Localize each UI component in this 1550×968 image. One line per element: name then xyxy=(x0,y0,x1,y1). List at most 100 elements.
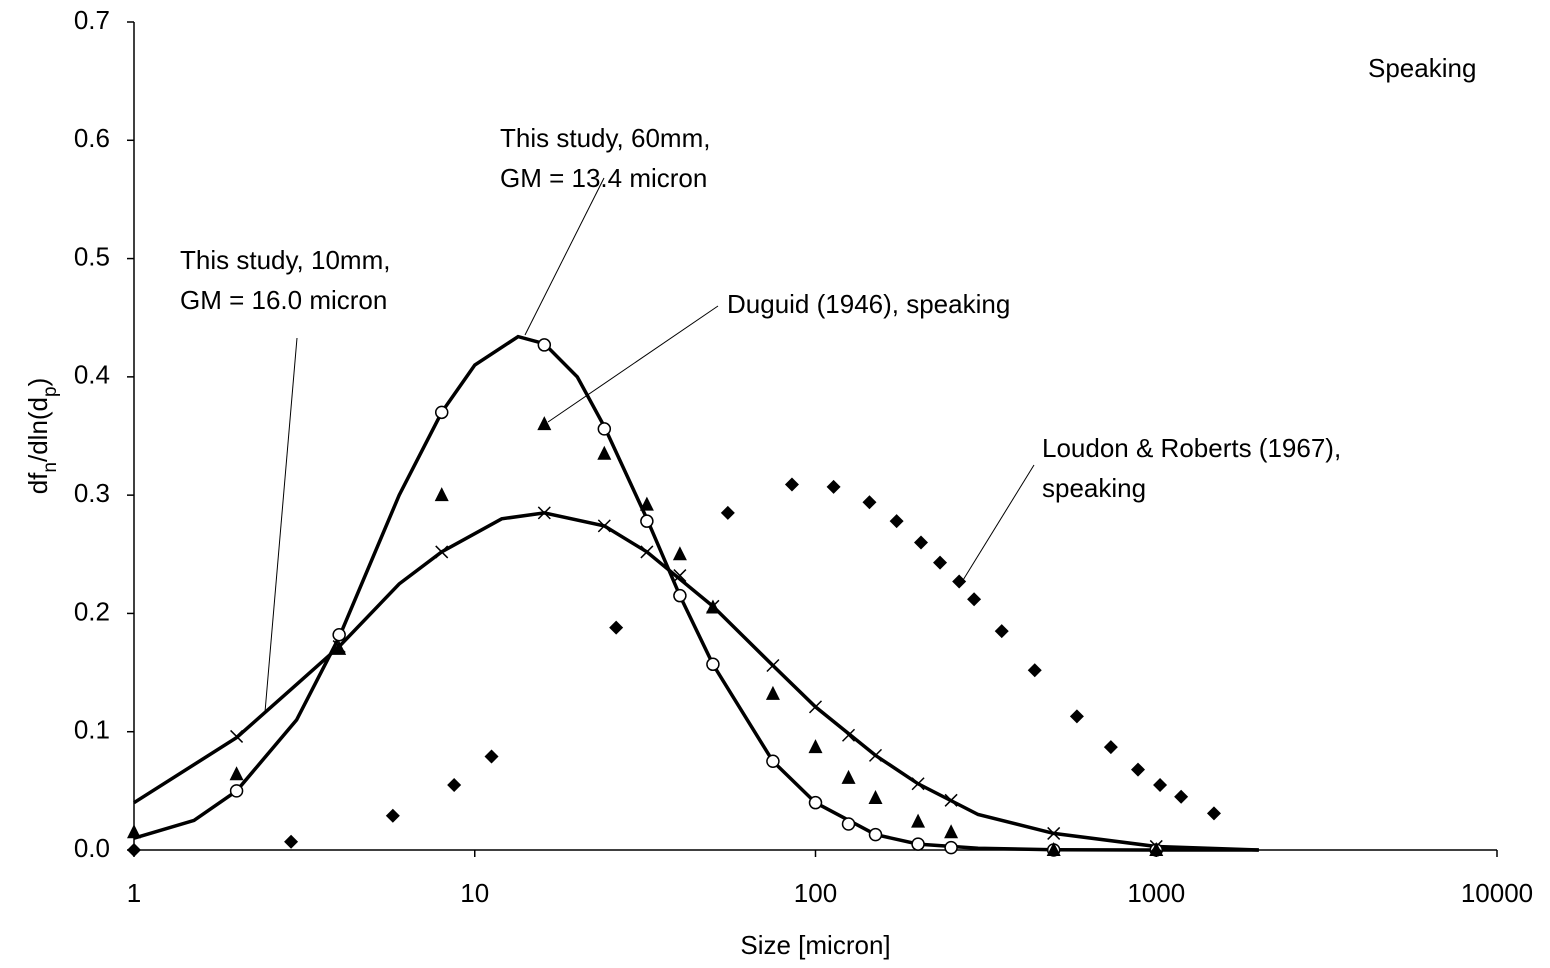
marker-diamond xyxy=(609,620,624,635)
y-tick-label: 0.3 xyxy=(74,478,110,508)
marker-diamond xyxy=(826,479,841,494)
x-tick-label: 1 xyxy=(127,878,141,908)
leader-line xyxy=(264,337,298,713)
marker-diamond xyxy=(889,514,904,529)
x-tick-label: 10000 xyxy=(1461,878,1533,908)
marker-circle xyxy=(944,840,958,855)
y-tick-label: 0.5 xyxy=(74,241,110,271)
marker-triangle xyxy=(127,824,141,839)
marker-diamond xyxy=(127,843,141,857)
marker-circle xyxy=(841,817,856,831)
marker-cross xyxy=(766,658,780,673)
marker-circle xyxy=(808,795,823,810)
marker-diamond xyxy=(1069,709,1084,724)
y-axis-label-part: ) xyxy=(23,378,53,387)
marker-triangle xyxy=(639,496,654,511)
y-axis-label-part: /dln(d xyxy=(23,397,53,462)
marker-diamond xyxy=(1103,740,1118,755)
marker-triangle xyxy=(537,416,552,431)
marker-triangle xyxy=(808,739,823,754)
marker-circle xyxy=(537,338,552,352)
y-axis-label: dfn/dln(dp) xyxy=(23,378,61,495)
marker-circle xyxy=(332,627,346,642)
marker-cross xyxy=(841,728,856,742)
x-tick-label: 1000 xyxy=(1127,878,1185,908)
leader-line xyxy=(959,464,1035,586)
marker-circle xyxy=(868,827,883,842)
marker-circle xyxy=(766,754,780,769)
annotation: speaking xyxy=(1042,473,1146,503)
marker-diamond xyxy=(933,555,948,570)
annotation: GM = 16.0 micron xyxy=(180,285,387,315)
annotation: Loudon & Roberts (1967), xyxy=(1042,433,1341,463)
x-tick-label: 100 xyxy=(794,878,837,908)
marker-diamond xyxy=(484,749,499,764)
marker-circle xyxy=(673,588,687,603)
marker-triangle xyxy=(705,599,720,614)
annotation: Duguid (1946), speaking xyxy=(727,289,1010,319)
marker-cross xyxy=(1047,826,1061,840)
marker-cross xyxy=(808,700,823,714)
marker-cross xyxy=(911,777,925,791)
marker-diamond xyxy=(385,808,400,823)
marker-diamond xyxy=(862,495,877,510)
marker-triangle xyxy=(434,487,449,502)
annotation: Speaking xyxy=(1368,53,1476,83)
marker-triangle xyxy=(868,789,883,804)
leader-line xyxy=(547,305,719,423)
marker-diamond xyxy=(967,592,982,607)
marker-cross xyxy=(673,569,687,583)
fit-curve xyxy=(133,511,1259,852)
x-axis-label: Size [micron] xyxy=(740,930,890,960)
marker-triangle xyxy=(597,445,612,460)
y-tick-label: 0.2 xyxy=(74,596,110,626)
y-tick-label: 0.6 xyxy=(74,123,110,153)
marker-triangle xyxy=(1149,842,1164,856)
marker-cross xyxy=(868,748,883,762)
y-tick-label: 0.4 xyxy=(74,360,110,390)
y-axis-label-part: n xyxy=(40,462,61,473)
marker-cross xyxy=(944,793,958,807)
marker-triangle xyxy=(841,769,856,784)
marker-diamond xyxy=(1153,777,1168,792)
marker-triangle xyxy=(1046,842,1061,856)
marker-cross xyxy=(640,545,654,559)
marker-cross xyxy=(435,545,449,559)
y-axis-label-part: df xyxy=(23,472,53,494)
marker-circle xyxy=(706,657,720,672)
marker-diamond xyxy=(1174,789,1189,804)
y-axis-label-part: p xyxy=(40,386,61,397)
marker-circle xyxy=(434,405,449,420)
marker-diamond xyxy=(720,505,735,520)
marker-triangle xyxy=(229,766,244,781)
marker-diamond xyxy=(284,834,299,849)
marker-diamond xyxy=(952,574,967,589)
annotation: This study, 60mm, xyxy=(500,123,710,153)
y-tick-label: 0.0 xyxy=(74,833,110,863)
marker-diamond xyxy=(1027,663,1042,678)
leader-line xyxy=(524,177,605,336)
marker-cross xyxy=(537,506,551,520)
marker-circle xyxy=(911,837,925,851)
annotation: This study, 10mm, xyxy=(180,245,390,275)
marker-cross xyxy=(597,519,611,533)
x-tick-label: 10 xyxy=(460,878,489,908)
marker-triangle xyxy=(332,640,347,655)
marker-circle xyxy=(597,422,612,436)
marker-triangle xyxy=(765,685,780,700)
y-tick-label: 0.7 xyxy=(74,5,110,35)
marker-triangle xyxy=(911,813,926,828)
marker-diamond xyxy=(1131,762,1146,777)
marker-circle xyxy=(229,784,244,798)
marker-diamond xyxy=(994,624,1009,639)
marker-diamond xyxy=(784,477,799,492)
marker-triangle xyxy=(944,824,959,839)
marker-diamond xyxy=(447,777,462,792)
marker-diamond xyxy=(1206,806,1221,821)
marker-circle xyxy=(640,514,654,528)
marker-cross xyxy=(230,729,244,743)
marker-triangle xyxy=(672,546,687,561)
marker-diamond xyxy=(914,535,929,550)
y-tick-label: 0.1 xyxy=(74,715,110,745)
